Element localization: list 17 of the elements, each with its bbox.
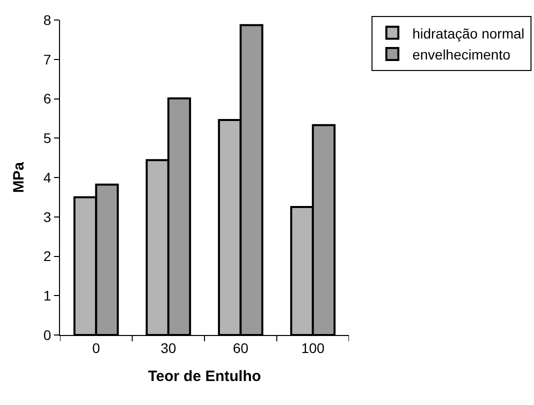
y-tick-label: 8 bbox=[43, 12, 52, 28]
y-tick-label: 0 bbox=[43, 326, 52, 343]
x-tick-label: 100 bbox=[301, 340, 325, 356]
y-tick-label: 7 bbox=[43, 51, 52, 68]
x-tick-label: 30 bbox=[160, 340, 176, 356]
x-axis-title: Teor de Entulho bbox=[148, 368, 262, 385]
legend-label: hidratação normal bbox=[412, 25, 524, 42]
x-tick-label: 0 bbox=[92, 340, 100, 356]
x-tick-label: 60 bbox=[232, 340, 249, 356]
y-tick-label: 1 bbox=[43, 288, 52, 304]
y-tick-label: 4 bbox=[43, 169, 52, 186]
y-tick-label: 6 bbox=[43, 90, 52, 107]
legend-label: envelhecimento bbox=[412, 46, 511, 62]
y-tick-label: 3 bbox=[43, 208, 52, 225]
y-tick-label: 2 bbox=[43, 248, 52, 264]
y-tick-label: 5 bbox=[43, 130, 52, 146]
y-axis-title: MPa bbox=[10, 161, 28, 193]
